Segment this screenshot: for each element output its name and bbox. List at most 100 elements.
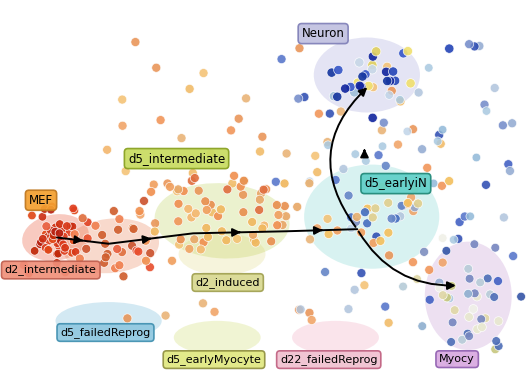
Point — [184, 206, 193, 212]
Point — [470, 241, 478, 247]
Point — [55, 230, 64, 236]
Point — [439, 292, 447, 298]
Point — [438, 127, 447, 133]
Point — [257, 190, 266, 196]
Point — [305, 310, 314, 316]
Point — [113, 246, 122, 252]
Point — [190, 236, 199, 242]
Point — [98, 232, 106, 238]
Point — [59, 242, 67, 248]
Point — [201, 198, 210, 204]
Point — [135, 208, 144, 214]
Point — [435, 285, 444, 291]
Point — [45, 246, 53, 252]
Point — [376, 238, 384, 244]
Point — [509, 253, 517, 259]
Point — [185, 246, 194, 252]
Point — [385, 252, 393, 258]
Point — [103, 251, 112, 257]
Point — [396, 99, 405, 105]
Point — [406, 80, 415, 86]
Point — [132, 248, 141, 254]
Point — [508, 120, 516, 126]
Point — [445, 296, 453, 302]
Point — [207, 151, 215, 157]
Point — [53, 231, 62, 237]
Point — [447, 339, 456, 345]
Point — [384, 200, 392, 206]
Point — [258, 134, 267, 140]
Point — [192, 210, 200, 216]
Point — [63, 223, 71, 229]
Point — [20, 262, 28, 268]
Point — [296, 306, 305, 312]
Point — [339, 166, 348, 172]
Point — [239, 209, 247, 215]
Point — [491, 85, 499, 91]
Point — [477, 316, 485, 322]
Point — [353, 214, 361, 220]
Point — [24, 270, 33, 276]
Point — [175, 242, 183, 248]
Point — [374, 152, 383, 158]
Point — [146, 250, 155, 256]
Point — [250, 237, 259, 243]
Point — [74, 264, 82, 270]
Ellipse shape — [22, 214, 89, 261]
Point — [199, 300, 207, 306]
Point — [482, 108, 491, 114]
Point — [435, 280, 443, 286]
Point — [223, 186, 232, 192]
Point — [79, 215, 87, 221]
Point — [54, 251, 63, 257]
Text: d5_earlyiN: d5_earlyiN — [364, 177, 427, 190]
Point — [136, 211, 144, 217]
Point — [363, 206, 372, 212]
Point — [399, 203, 407, 209]
Text: d2_induced: d2_induced — [195, 277, 260, 288]
Ellipse shape — [425, 242, 512, 350]
Point — [517, 294, 525, 300]
Point — [115, 216, 124, 222]
Point — [28, 213, 36, 219]
Point — [179, 188, 188, 194]
Point — [494, 318, 503, 324]
Point — [361, 71, 370, 77]
Point — [111, 265, 119, 271]
Point — [380, 120, 388, 126]
Point — [53, 260, 61, 266]
Point — [30, 248, 39, 254]
Point — [388, 88, 396, 94]
Point — [369, 54, 377, 60]
Point — [465, 314, 473, 320]
Point — [326, 111, 334, 117]
Point — [196, 246, 205, 252]
Point — [311, 153, 320, 159]
Point — [39, 236, 47, 242]
Point — [202, 207, 211, 213]
Point — [361, 209, 369, 215]
Point — [82, 246, 90, 252]
Point — [248, 219, 256, 225]
Point — [334, 67, 342, 73]
Point — [249, 232, 258, 238]
Point — [152, 65, 160, 71]
Point — [83, 219, 92, 225]
Point — [44, 247, 53, 253]
Point — [396, 97, 404, 103]
Point — [53, 251, 61, 257]
Point — [101, 254, 110, 260]
Point — [240, 178, 249, 184]
Point — [255, 207, 263, 213]
Point — [260, 222, 269, 228]
Point — [228, 180, 237, 186]
Point — [418, 323, 426, 329]
Point — [293, 204, 302, 210]
Point — [54, 233, 63, 239]
Point — [163, 180, 172, 186]
Point — [49, 233, 57, 239]
Point — [174, 218, 183, 224]
Text: d5_intermediate: d5_intermediate — [128, 152, 225, 165]
Point — [91, 223, 100, 229]
Point — [282, 213, 290, 219]
